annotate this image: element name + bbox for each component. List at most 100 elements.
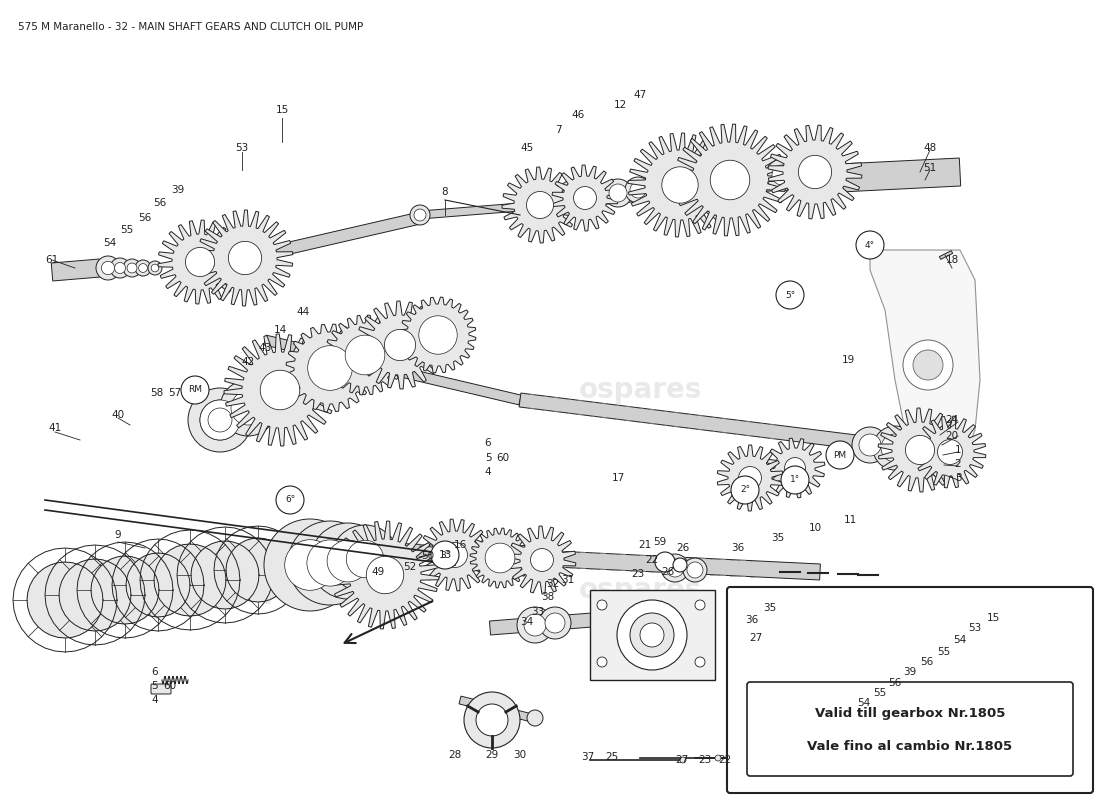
Text: 41: 41 xyxy=(48,423,62,433)
Polygon shape xyxy=(873,621,917,665)
Text: 60: 60 xyxy=(164,681,177,691)
Text: 12: 12 xyxy=(614,100,627,110)
Polygon shape xyxy=(266,212,421,259)
Circle shape xyxy=(625,177,651,203)
Polygon shape xyxy=(755,631,1075,652)
Polygon shape xyxy=(490,613,593,635)
Circle shape xyxy=(881,434,909,462)
Text: 46: 46 xyxy=(571,110,584,120)
Circle shape xyxy=(346,540,384,578)
Circle shape xyxy=(200,400,240,440)
Text: 36: 36 xyxy=(746,615,759,625)
Text: 39: 39 xyxy=(172,185,185,195)
Circle shape xyxy=(695,600,705,610)
Text: 39: 39 xyxy=(903,667,916,677)
Circle shape xyxy=(331,525,399,593)
Circle shape xyxy=(419,316,458,354)
Polygon shape xyxy=(878,408,961,492)
Circle shape xyxy=(208,408,232,432)
Circle shape xyxy=(114,262,125,274)
Text: 4: 4 xyxy=(152,695,158,705)
FancyBboxPatch shape xyxy=(727,587,1093,793)
Text: 26: 26 xyxy=(661,567,674,577)
Circle shape xyxy=(527,191,553,218)
Circle shape xyxy=(937,439,962,465)
Circle shape xyxy=(231,391,265,425)
Text: 32: 32 xyxy=(547,579,560,589)
Circle shape xyxy=(948,640,958,650)
Text: 56: 56 xyxy=(153,198,166,208)
Polygon shape xyxy=(552,165,618,231)
Text: 4: 4 xyxy=(485,467,492,477)
Circle shape xyxy=(597,600,607,610)
Circle shape xyxy=(597,657,607,667)
Circle shape xyxy=(856,231,884,259)
Circle shape xyxy=(859,434,881,456)
Text: 28: 28 xyxy=(449,750,462,760)
Polygon shape xyxy=(420,171,921,219)
Text: 29: 29 xyxy=(485,750,498,760)
Circle shape xyxy=(617,600,688,670)
Text: 34: 34 xyxy=(520,617,534,627)
Text: 54: 54 xyxy=(954,635,967,645)
Text: 5°: 5° xyxy=(785,290,795,299)
Text: 23: 23 xyxy=(698,755,712,765)
Text: 4°: 4° xyxy=(865,241,876,250)
Text: 35: 35 xyxy=(763,603,777,613)
Text: ospares: ospares xyxy=(229,376,352,404)
Circle shape xyxy=(630,613,674,657)
Text: 21: 21 xyxy=(638,540,651,550)
Circle shape xyxy=(888,636,902,650)
Text: ospares: ospares xyxy=(229,576,352,604)
Circle shape xyxy=(661,554,689,582)
Polygon shape xyxy=(356,301,444,389)
Circle shape xyxy=(327,540,368,582)
Text: 36: 36 xyxy=(732,543,745,553)
Circle shape xyxy=(688,562,703,578)
Text: 53: 53 xyxy=(235,143,249,153)
Text: 31: 31 xyxy=(561,575,574,585)
Text: 58: 58 xyxy=(151,388,164,398)
Circle shape xyxy=(573,186,596,210)
Text: 20: 20 xyxy=(945,431,958,441)
Text: 55: 55 xyxy=(873,688,887,698)
Circle shape xyxy=(101,262,114,274)
Circle shape xyxy=(715,755,720,761)
Text: ospares: ospares xyxy=(579,376,702,404)
Text: 18: 18 xyxy=(945,255,958,265)
Circle shape xyxy=(912,634,932,654)
Circle shape xyxy=(673,558,688,572)
Text: 56: 56 xyxy=(921,657,934,667)
Polygon shape xyxy=(331,521,439,629)
Text: 1: 1 xyxy=(955,445,961,455)
Text: 2°: 2° xyxy=(740,486,750,494)
Text: 45: 45 xyxy=(520,143,534,153)
Polygon shape xyxy=(326,315,405,395)
Text: 51: 51 xyxy=(923,163,936,173)
Polygon shape xyxy=(519,393,961,462)
Circle shape xyxy=(200,400,240,440)
Circle shape xyxy=(662,166,698,203)
Circle shape xyxy=(527,710,543,726)
Circle shape xyxy=(229,242,262,274)
Circle shape xyxy=(464,692,520,748)
Circle shape xyxy=(126,263,136,273)
Circle shape xyxy=(308,346,352,390)
Polygon shape xyxy=(191,541,258,609)
Circle shape xyxy=(524,614,546,636)
Text: 15: 15 xyxy=(987,613,1000,623)
Circle shape xyxy=(683,558,707,582)
Circle shape xyxy=(905,435,935,465)
Polygon shape xyxy=(817,613,873,669)
Polygon shape xyxy=(969,630,1086,656)
Polygon shape xyxy=(502,167,578,243)
Circle shape xyxy=(930,636,947,654)
Text: 25: 25 xyxy=(605,752,618,762)
Text: 54: 54 xyxy=(857,698,870,708)
Circle shape xyxy=(148,261,162,275)
Text: 6°: 6° xyxy=(285,495,295,505)
Text: 22: 22 xyxy=(718,755,732,765)
Circle shape xyxy=(285,540,336,590)
Circle shape xyxy=(781,466,808,494)
Text: 3: 3 xyxy=(955,473,961,483)
